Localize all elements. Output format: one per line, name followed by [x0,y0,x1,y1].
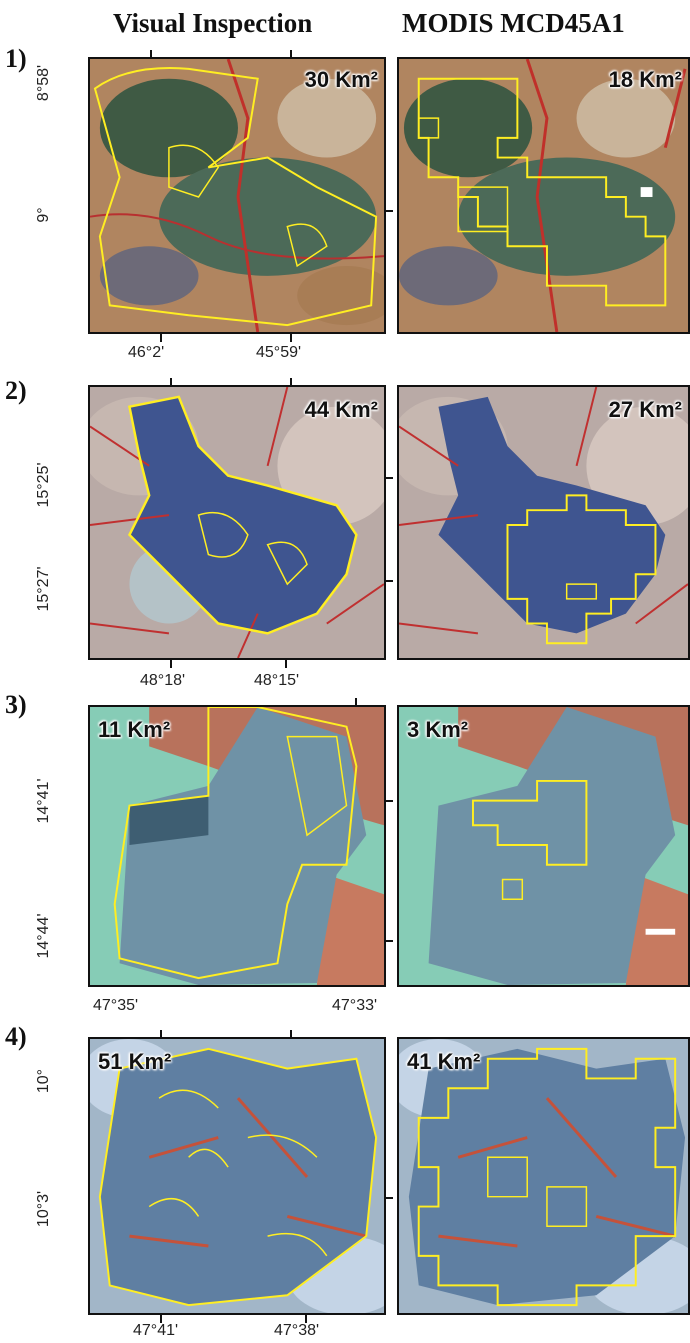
tick-mark [355,698,357,706]
tick-mark [290,50,292,58]
satellite-image [90,387,384,658]
burned-area-outline [417,1047,677,1307]
lat-tick-label: 14°41' [35,778,52,824]
lat-tick-label: 14°44' [35,913,52,959]
burned-area-outline [93,67,378,327]
row-label-4: 4) [5,1022,27,1051]
tick-mark [385,580,393,582]
burned-area-value: 44 Km² [304,397,378,422]
burned-area-outline [471,779,588,866]
burned-area-value: 3 Km² [407,717,469,742]
map-panel-modis-1: 18 Km² [397,57,690,334]
map-panel-visual-2: 44 Km² [88,385,386,660]
tick-mark [285,660,287,668]
satellite-image [90,707,384,985]
lon-tick-label: 47°38' [274,1322,320,1339]
tick-mark [170,378,172,386]
satellite-image [90,59,384,332]
lat-tick-label: 9° [35,207,52,223]
tick-mark [385,1197,393,1199]
tick-mark [385,477,393,479]
map-panel-modis-4: 41 Km² [397,1037,690,1315]
burned-area-outline [113,707,358,980]
lon-tick-label: 48°15' [254,672,300,689]
tick-mark [160,1030,162,1038]
lat-tick-label: 10°3' [35,1190,52,1228]
tick-mark [170,660,172,668]
burned-area-outline [506,494,657,645]
row-label-1: 1) [5,44,27,73]
burned-area-value: 27 Km² [608,397,682,422]
lon-tick-label: 46°2' [128,344,165,361]
tick-mark [385,800,393,802]
lon-tick-label: 47°33' [332,997,378,1014]
map-panel-modis-2: 27 Km² [397,385,690,660]
lat-tick-label: 10° [35,1068,52,1094]
tick-mark [160,334,162,342]
tick-mark [290,1030,292,1038]
burned-area-outline [98,1047,378,1307]
satellite-image [399,59,688,332]
satellite-image [90,1039,384,1313]
burned-area-value: 18 Km² [608,67,682,92]
lon-tick-label: 45°59' [256,344,302,361]
lat-tick-label: 8°58' [35,64,52,102]
burned-area-value: 11 Km² [98,717,171,742]
tick-mark [150,50,152,58]
tick-mark [290,334,292,342]
burned-area-value: 51 Km² [98,1049,172,1074]
burned-area-outline [127,395,358,635]
tick-mark [290,378,292,386]
burned-area-value: 41 Km² [407,1049,481,1074]
tick-mark [385,940,393,942]
tick-mark [160,1315,162,1323]
row-label-2: 2) [5,376,27,405]
satellite-image [399,707,688,985]
map-panel-modis-3: 3 Km² [397,705,690,987]
satellite-image [399,1039,688,1313]
map-panel-visual-1: 30 Km² [88,57,386,334]
lon-tick-label: 47°35' [93,997,139,1014]
row-label-3: 3) [5,690,27,719]
map-panel-visual-4: 51 Km² [88,1037,386,1315]
column-title-visual-inspection: Visual Inspection [113,8,313,38]
tick-mark [385,210,393,212]
lat-tick-label: 15°27' [35,566,52,612]
lat-tick-label: 15°25' [35,462,52,508]
lon-tick-label: 48°18' [140,672,186,689]
map-panel-visual-3: 11 Km² [88,705,386,987]
burned-area-value: 30 Km² [304,67,378,92]
lon-tick-label: 47°41' [133,1322,179,1339]
tick-mark [305,1315,307,1323]
satellite-image [399,387,688,658]
column-title-modis: MODIS MCD45A1 [402,8,625,38]
